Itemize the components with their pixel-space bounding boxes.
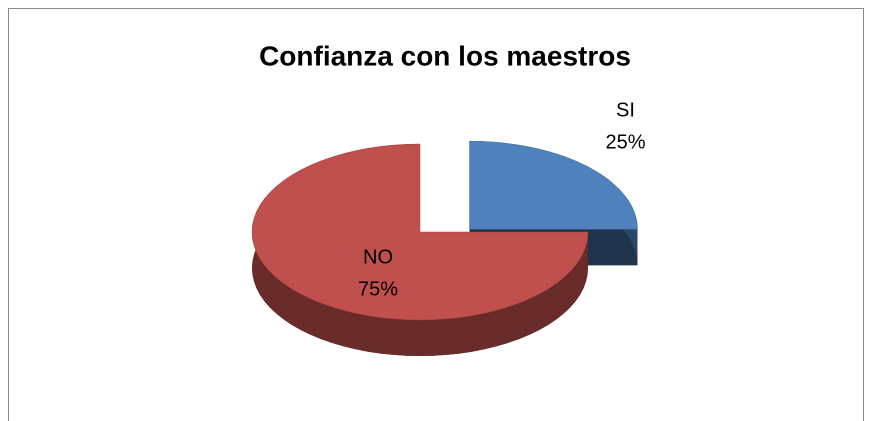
slice-label: NO — [363, 246, 393, 268]
pie-slice — [251, 143, 589, 356]
slice-top — [469, 140, 638, 230]
slice-value-label: 25% — [605, 131, 645, 153]
slice-label: SI — [616, 99, 635, 121]
slice-top — [251, 143, 589, 321]
chart-title: Confianza con los maestros — [259, 40, 631, 71]
slice-value-label: 75% — [358, 278, 398, 300]
chart-border — [8, 8, 864, 421]
